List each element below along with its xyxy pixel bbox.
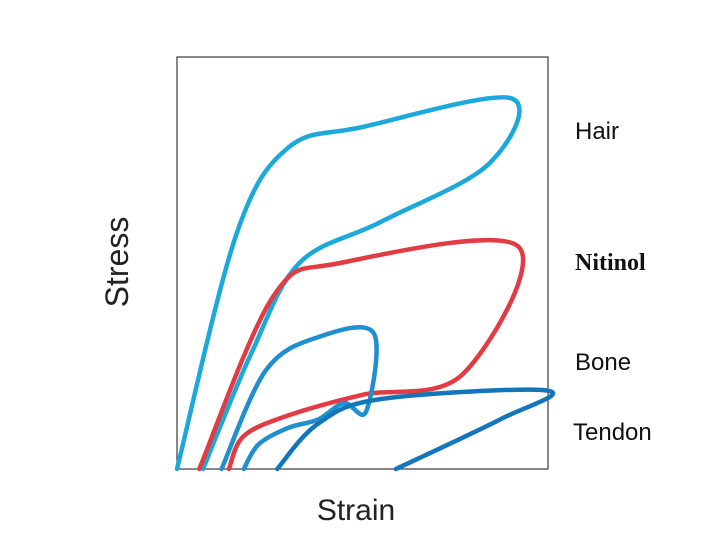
series-curve-bone xyxy=(219,324,379,472)
y-axis-label: Stress xyxy=(99,217,135,308)
series-layer xyxy=(174,95,556,472)
legend-label-nitinol: Nitinol xyxy=(575,250,646,276)
legend-label-tendon: Tendon xyxy=(573,419,652,446)
x-axis-label: Strain xyxy=(317,494,395,527)
legend-label-hair: Hair xyxy=(575,118,619,145)
plot-frame xyxy=(176,56,549,470)
legend-label-bone: Bone xyxy=(575,349,631,376)
series-curve-nitinol xyxy=(197,237,526,472)
series-curve-tendon xyxy=(274,387,556,472)
series-curve-hair xyxy=(174,95,522,472)
